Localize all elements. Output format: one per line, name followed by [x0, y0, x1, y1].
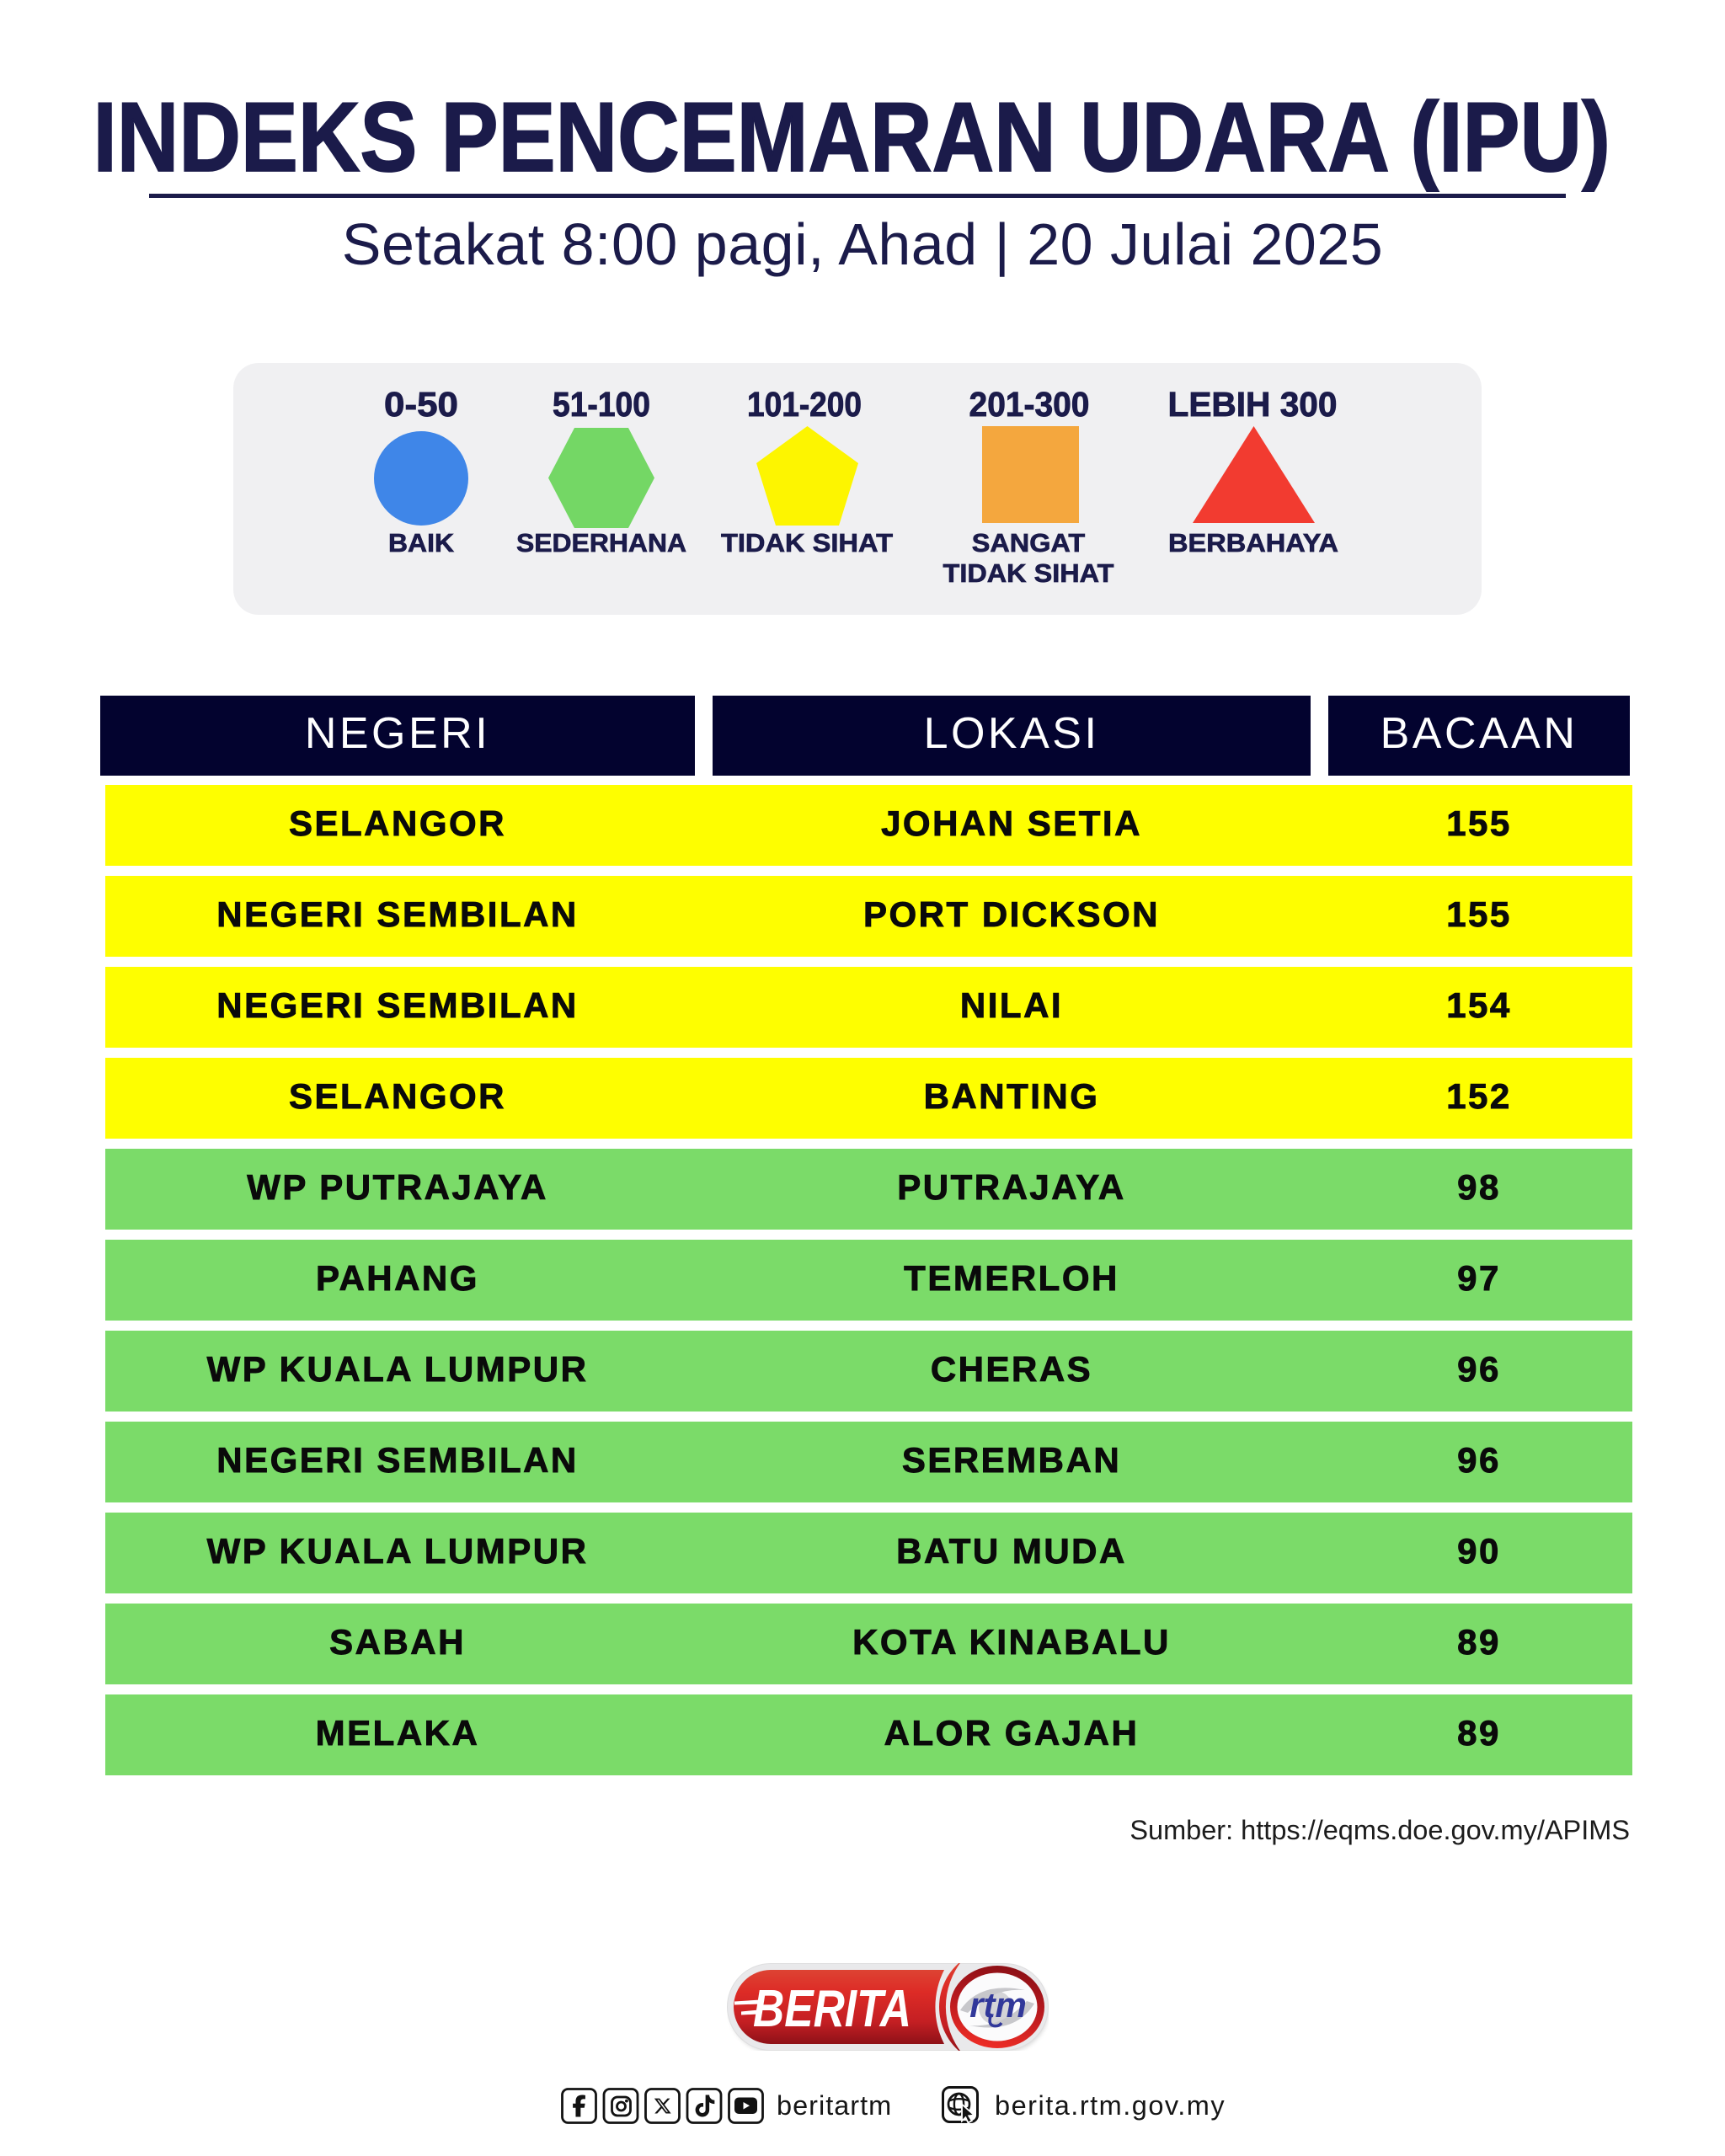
svg-text:BERITA: BERITA	[753, 1980, 911, 2038]
svg-text:rtm: rtm	[969, 1985, 1027, 2025]
